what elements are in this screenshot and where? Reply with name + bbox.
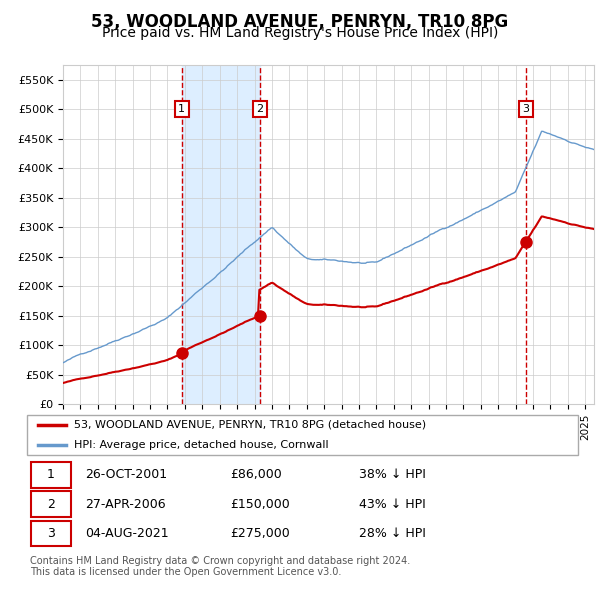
Text: 2: 2 [257, 104, 263, 114]
Text: 04-AUG-2021: 04-AUG-2021 [85, 527, 169, 540]
Text: 2: 2 [47, 497, 55, 511]
Text: £150,000: £150,000 [230, 497, 290, 511]
Bar [182, 65, 260, 404]
Text: £86,000: £86,000 [230, 468, 282, 481]
Text: 1: 1 [47, 468, 55, 481]
Text: 1: 1 [178, 104, 185, 114]
Text: 3: 3 [47, 527, 55, 540]
FancyBboxPatch shape [31, 462, 71, 488]
FancyBboxPatch shape [31, 491, 71, 517]
Text: Contains HM Land Registry data © Crown copyright and database right 2024.
This d: Contains HM Land Registry data © Crown c… [30, 556, 410, 578]
Text: 3: 3 [523, 104, 529, 114]
Text: 53, WOODLAND AVENUE, PENRYN, TR10 8PG (detached house): 53, WOODLAND AVENUE, PENRYN, TR10 8PG (d… [74, 420, 427, 430]
FancyBboxPatch shape [31, 520, 71, 546]
Text: 53, WOODLAND AVENUE, PENRYN, TR10 8PG: 53, WOODLAND AVENUE, PENRYN, TR10 8PG [91, 13, 509, 31]
FancyBboxPatch shape [27, 415, 578, 455]
Text: 43% ↓ HPI: 43% ↓ HPI [359, 497, 425, 511]
Text: £275,000: £275,000 [230, 527, 290, 540]
Text: 26-OCT-2001: 26-OCT-2001 [85, 468, 167, 481]
Text: 28% ↓ HPI: 28% ↓ HPI [359, 527, 425, 540]
Text: 38% ↓ HPI: 38% ↓ HPI [359, 468, 425, 481]
Text: HPI: Average price, detached house, Cornwall: HPI: Average price, detached house, Corn… [74, 440, 329, 450]
Text: 27-APR-2006: 27-APR-2006 [85, 497, 166, 511]
Text: Price paid vs. HM Land Registry's House Price Index (HPI): Price paid vs. HM Land Registry's House … [102, 26, 498, 40]
